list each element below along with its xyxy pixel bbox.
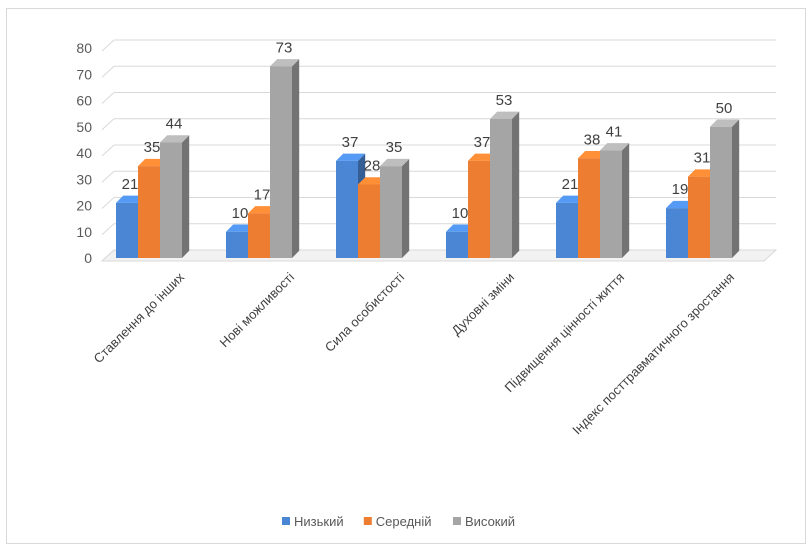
bar [490, 111, 520, 258]
bar [270, 59, 300, 258]
data-label: 21 [122, 176, 139, 193]
gridline-diag [101, 39, 115, 52]
data-labels: 21 35 44 10 17 73 37 28 35 10 37 53 21 38 41 19 31 50 [122, 39, 733, 221]
y-axis-ticks: 0 10 20 30 40 50 60 70 80 [76, 40, 92, 266]
data-label: 10 [452, 205, 469, 222]
gridline-diag [101, 197, 115, 209]
bars [116, 59, 740, 258]
category-label: Сила особистості [322, 269, 407, 354]
gridline-diag [101, 170, 115, 183]
bar [380, 158, 410, 258]
y-tick-label: 10 [76, 224, 92, 240]
data-label: 17 [254, 186, 271, 203]
data-label: 37 [342, 134, 359, 151]
category-labels: Ставлення до інших Нові можливості Сила ос… [91, 269, 738, 437]
category-label: Нові можливості [217, 269, 298, 350]
data-label: 35 [386, 139, 403, 156]
legend-label: Високий [465, 514, 515, 529]
data-label: 31 [694, 150, 711, 167]
gridline-diag [101, 223, 115, 236]
bar [710, 119, 740, 258]
y-tick-label: 70 [76, 66, 92, 82]
data-label: 38 [584, 131, 601, 148]
category-label: Ставлення до інших [91, 269, 188, 366]
category-label: Підвищення цінності життя [502, 270, 628, 396]
gridline-diag [101, 144, 115, 157]
category-label: Духовні зміни [449, 270, 518, 339]
bar [160, 135, 190, 258]
y-tick-label: 20 [76, 198, 92, 214]
y-tick-label: 60 [76, 93, 92, 109]
y-tick-label: 80 [76, 40, 92, 56]
data-label: 19 [672, 181, 689, 198]
data-label: 21 [562, 176, 579, 193]
legend-item: Низький [282, 514, 344, 529]
y-tick-label: 30 [76, 171, 92, 187]
bar [666, 200, 696, 258]
legend-swatch [282, 517, 290, 525]
legend-item: Середній [363, 514, 432, 529]
data-label: 50 [716, 100, 733, 117]
y-tick-label: 50 [76, 119, 92, 135]
data-label: 73 [276, 39, 293, 56]
y-tick-label: 0 [84, 250, 92, 266]
chart-frame [6, 8, 806, 544]
legend-swatch [363, 517, 372, 525]
y-tick-label: 40 [76, 145, 92, 161]
gridline-diag [101, 92, 115, 104]
gridline-diag [101, 118, 115, 131]
gridline-diag [101, 65, 115, 78]
legend-item: Високий [453, 514, 515, 529]
bar [600, 143, 630, 258]
data-label: 37 [474, 134, 491, 151]
legend-swatch [453, 517, 461, 525]
data-label: 44 [166, 116, 183, 133]
legend-label: Середній [376, 514, 432, 529]
legend: Низький Середній Високий [282, 514, 515, 529]
data-label: 10 [232, 205, 249, 222]
data-label: 35 [144, 139, 161, 156]
legend-label: Низький [294, 514, 344, 529]
data-label: 28 [364, 158, 381, 175]
data-label: 41 [606, 123, 623, 140]
data-label: 53 [496, 92, 513, 109]
